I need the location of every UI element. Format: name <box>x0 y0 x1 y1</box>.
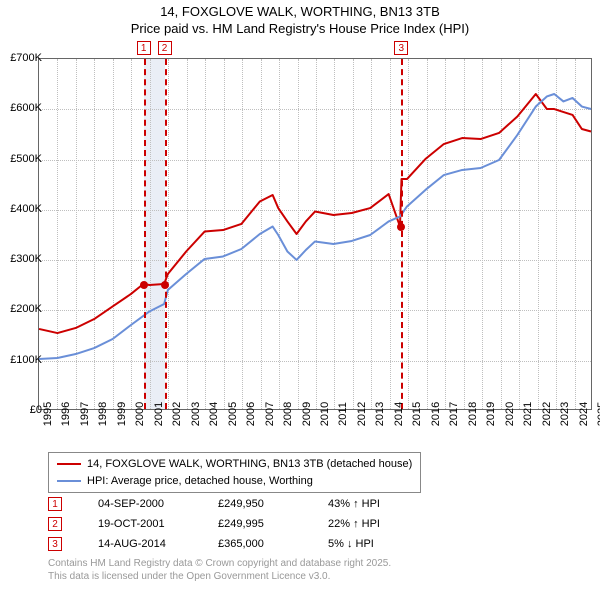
legend-swatch-price-paid <box>57 463 81 465</box>
transaction-marker-2: 2 <box>48 517 62 531</box>
transaction-row: 3 14-AUG-2014 £365,000 5% ↓ HPI <box>48 534 428 554</box>
x-axis-label: 1995 <box>42 402 54 426</box>
event-marker-1: 1 <box>137 41 151 55</box>
y-axis-label: £300K <box>2 253 42 265</box>
x-axis-label: 1998 <box>97 402 109 426</box>
event-line-2 <box>165 59 167 409</box>
title-address: 14, FOXGLOVE WALK, WORTHING, BN13 3TB <box>0 4 600 21</box>
event-line-3 <box>401 59 403 409</box>
transaction-date: 04-SEP-2000 <box>98 498 218 510</box>
chart-title: 14, FOXGLOVE WALK, WORTHING, BN13 3TB Pr… <box>0 0 600 38</box>
x-axis-label: 2023 <box>559 402 571 426</box>
x-axis-label: 2016 <box>430 402 442 426</box>
x-axis-label: 2005 <box>227 402 239 426</box>
copyright-notice: Contains HM Land Registry data © Crown c… <box>48 558 391 583</box>
x-axis-label: 2004 <box>208 402 220 426</box>
x-axis-label: 2022 <box>541 402 553 426</box>
chart-container: 14, FOXGLOVE WALK, WORTHING, BN13 3TB Pr… <box>0 0 600 590</box>
copyright-line2: This data is licensed under the Open Gov… <box>48 571 391 584</box>
x-axis-label: 2012 <box>356 402 368 426</box>
y-axis-label: £600K <box>2 102 42 114</box>
plot-area: 123 <box>38 58 592 410</box>
event-dot-3 <box>397 223 405 231</box>
series-price-paid <box>39 94 591 333</box>
title-subtitle: Price paid vs. HM Land Registry's House … <box>0 21 600 38</box>
x-axis-label: 2001 <box>153 402 165 426</box>
x-axis-label: 2020 <box>504 402 516 426</box>
chart-svg <box>39 59 591 409</box>
x-axis-label: 2024 <box>578 402 590 426</box>
transaction-marker-3: 3 <box>48 537 62 551</box>
transaction-marker-1: 1 <box>48 497 62 511</box>
transaction-price: £365,000 <box>218 538 328 550</box>
copyright-line1: Contains HM Land Registry data © Crown c… <box>48 558 391 571</box>
legend-item-hpi: HPI: Average price, detached house, Wort… <box>57 473 412 490</box>
legend: 14, FOXGLOVE WALK, WORTHING, BN13 3TB (d… <box>48 452 421 493</box>
transaction-table: 1 04-SEP-2000 £249,950 43% ↑ HPI 2 19-OC… <box>48 494 428 554</box>
x-axis-label: 2011 <box>337 402 349 426</box>
y-axis-label: £400K <box>2 203 42 215</box>
transaction-row: 1 04-SEP-2000 £249,950 43% ↑ HPI <box>48 494 428 514</box>
event-dot-1 <box>140 281 148 289</box>
x-axis-label: 2018 <box>467 402 479 426</box>
y-axis-label: £500K <box>2 153 42 165</box>
x-axis-label: 2025 <box>596 402 600 426</box>
x-axis-label: 1999 <box>116 402 128 426</box>
transaction-date: 19-OCT-2001 <box>98 518 218 530</box>
x-axis-label: 2014 <box>393 402 405 426</box>
x-axis-label: 2000 <box>134 402 146 426</box>
x-axis-label: 2021 <box>522 402 534 426</box>
transaction-delta: 43% ↑ HPI <box>328 498 428 510</box>
y-axis-label: £100K <box>2 354 42 366</box>
transaction-delta: 22% ↑ HPI <box>328 518 428 530</box>
event-marker-2: 2 <box>158 41 172 55</box>
series-hpi <box>39 94 591 359</box>
x-axis-label: 1996 <box>60 402 72 426</box>
event-marker-3: 3 <box>394 41 408 55</box>
x-axis-label: 2006 <box>245 402 257 426</box>
x-axis-label: 2015 <box>411 402 423 426</box>
y-axis-label: £700K <box>2 52 42 64</box>
x-axis-label: 2013 <box>374 402 386 426</box>
legend-label-price-paid: 14, FOXGLOVE WALK, WORTHING, BN13 3TB (d… <box>87 456 412 473</box>
event-line-1 <box>144 59 146 409</box>
y-axis-label: £200K <box>2 303 42 315</box>
x-axis-label: 2009 <box>301 402 313 426</box>
transaction-delta: 5% ↓ HPI <box>328 538 428 550</box>
x-axis-label: 2010 <box>319 402 331 426</box>
x-axis-label: 1997 <box>79 402 91 426</box>
x-axis-label: 2008 <box>282 402 294 426</box>
x-axis-label: 2003 <box>190 402 202 426</box>
transaction-price: £249,995 <box>218 518 328 530</box>
x-axis-label: 2007 <box>264 402 276 426</box>
transaction-price: £249,950 <box>218 498 328 510</box>
event-dot-2 <box>161 281 169 289</box>
transaction-date: 14-AUG-2014 <box>98 538 218 550</box>
transaction-row: 2 19-OCT-2001 £249,995 22% ↑ HPI <box>48 514 428 534</box>
legend-item-price-paid: 14, FOXGLOVE WALK, WORTHING, BN13 3TB (d… <box>57 456 412 473</box>
x-axis-label: 2017 <box>448 402 460 426</box>
x-axis-label: 2002 <box>171 402 183 426</box>
y-axis-label: £0 <box>2 404 42 416</box>
legend-label-hpi: HPI: Average price, detached house, Wort… <box>87 473 313 490</box>
legend-swatch-hpi <box>57 480 81 482</box>
x-axis-label: 2019 <box>485 402 497 426</box>
